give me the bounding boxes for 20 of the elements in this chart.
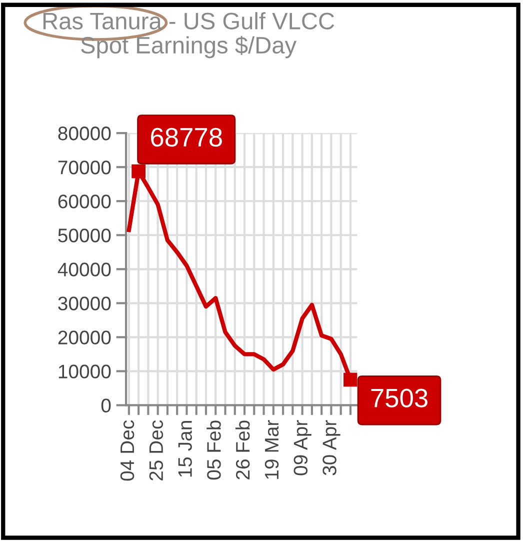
x-tick-label: 05 Feb	[206, 420, 221, 480]
y-tick-label: 20000	[58, 330, 111, 344]
data-label: 7503	[371, 388, 428, 408]
x-tick-label: 04 Dec	[120, 420, 134, 481]
y-tick-label: 50000	[58, 228, 111, 242]
y-tick-label: 10000	[58, 364, 111, 378]
x-tick-label: 26 Feb	[235, 420, 250, 480]
y-tick-label: 40000	[58, 262, 111, 276]
chart-title: Ras Tanura - US Gulf VLCC Spot Earnings $/Day	[43, 12, 334, 58]
y-tick-label: 80000	[58, 126, 111, 140]
y-tick-label: 30000	[58, 296, 111, 310]
data-label: 68778	[151, 128, 222, 147]
x-tick-label: 19 Mar	[264, 420, 279, 479]
y-tick-label: 70000	[58, 160, 111, 174]
y-tick-label: 60000	[58, 194, 111, 208]
x-tick-label: 25 Dec	[149, 420, 164, 480]
x-tick-label: 30 Apr	[322, 420, 340, 476]
y-tick-label: 0	[101, 398, 111, 412]
x-tick-label: 15 Jan	[178, 421, 192, 477]
x-tick-label: 09 Apr	[294, 420, 312, 476]
